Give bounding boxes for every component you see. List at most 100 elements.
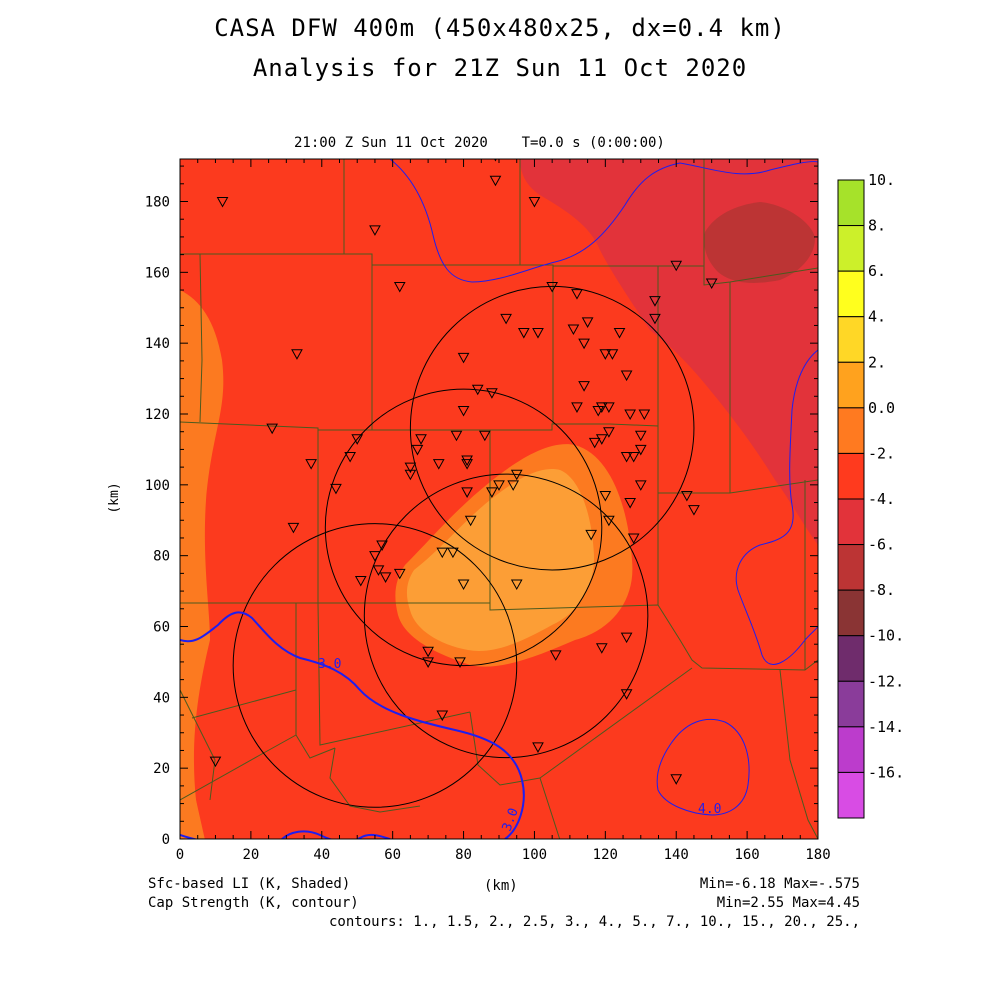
contour-3-north — [389, 159, 818, 283]
x-tick-label: 20 — [242, 847, 259, 863]
radar-ring-3 — [363, 473, 649, 759]
station-marker — [411, 444, 424, 456]
x-tick-label: 180 — [805, 847, 830, 863]
x-tick-label: 60 — [384, 847, 401, 863]
station-marker — [422, 646, 434, 658]
station-marker — [567, 324, 580, 336]
station-marker — [620, 452, 633, 463]
y-tick-label: 40 — [153, 690, 170, 706]
station-marker — [606, 349, 619, 360]
station-marker — [486, 388, 498, 399]
station-marker — [447, 547, 459, 559]
colorbar-label: -16. — [868, 763, 904, 781]
colorbar-swatch — [837, 179, 865, 227]
x-tick-label: 80 — [455, 847, 472, 863]
colorbar-swatch — [837, 361, 865, 409]
x-tick-label: 0 — [176, 847, 184, 863]
station-marker — [216, 197, 229, 208]
station-marker — [638, 409, 651, 421]
station-marker — [351, 434, 364, 445]
colorbar-label: -4. — [868, 490, 895, 508]
title-line-1: CASA DFW 400m (450x480x25, dx=0.4 km) — [214, 14, 786, 42]
colorbar-swatch — [837, 771, 865, 819]
station-marker — [599, 349, 612, 360]
station-marker — [688, 505, 700, 516]
station-marker — [266, 423, 279, 435]
station-marker — [510, 579, 523, 591]
radar-ring-4 — [409, 285, 695, 571]
station-marker — [330, 483, 342, 495]
station-marker — [634, 444, 647, 456]
station-marker — [510, 469, 523, 481]
station-markers — [209, 159, 718, 785]
station-marker — [393, 568, 406, 580]
station-marker — [595, 402, 608, 413]
colorbar-label: -6. — [868, 536, 895, 554]
station-marker — [599, 490, 612, 502]
station-marker — [581, 317, 594, 328]
station-marker — [432, 459, 445, 470]
footer-shaded-label: Sfc-based LI (K, Shaded) — [148, 876, 351, 892]
contour-label-4: 4.0 — [698, 802, 721, 817]
x-tick-label: 160 — [734, 847, 759, 863]
colorbar-swatch — [837, 452, 865, 500]
station-marker — [461, 459, 473, 470]
station-marker — [578, 381, 590, 392]
station-marker — [369, 551, 381, 562]
colorbar-label: -14. — [868, 718, 904, 736]
station-marker — [464, 515, 477, 527]
station-marker — [372, 565, 385, 576]
station-marker — [461, 487, 473, 498]
station-marker — [603, 402, 615, 413]
station-marker — [578, 338, 590, 350]
y-tick-label: 140 — [145, 336, 170, 352]
cap-strength-contours — [180, 159, 818, 839]
colorbar-swatch — [837, 726, 865, 773]
station-marker — [209, 756, 222, 768]
station-marker — [649, 313, 661, 325]
station-marker — [450, 430, 463, 442]
y-tick-label: 160 — [145, 265, 170, 281]
station-marker — [595, 643, 608, 654]
station-marker — [493, 480, 505, 491]
station-marker — [532, 742, 544, 753]
colorbar-swatch — [837, 498, 865, 546]
station-marker — [681, 490, 693, 502]
station-marker — [436, 710, 449, 722]
station-marker — [603, 515, 615, 527]
footer-contour-levels: contours: 1., 1.5, 2., 2.5, 3., 4., 5., … — [328, 914, 860, 930]
station-marker — [517, 328, 530, 339]
station-marker — [532, 328, 544, 339]
station-marker — [486, 487, 498, 498]
colorbar-label: 0.0 — [868, 399, 895, 417]
county-lines — [180, 159, 818, 839]
x-tick-label: 120 — [593, 847, 618, 863]
colorbar-label: -8. — [868, 581, 895, 599]
colorbar-label: -12. — [868, 672, 904, 690]
title-line-2: Analysis for 21Z Sun 11 Oct 2020 — [252, 54, 748, 82]
y-tick-label: 180 — [145, 195, 170, 211]
colorbar-swatch — [837, 225, 865, 272]
li-field-northeast-core — [704, 202, 815, 283]
station-marker — [457, 405, 470, 417]
station-marker — [571, 402, 583, 413]
colorbar-swatch — [837, 316, 865, 363]
radar-rings — [232, 285, 695, 808]
li-field-west-lower — [180, 700, 205, 839]
x-tick-label: 40 — [313, 847, 330, 863]
y-tick-label: 0 — [162, 832, 170, 848]
station-marker — [457, 352, 470, 364]
station-marker — [620, 632, 633, 644]
station-marker — [461, 455, 473, 467]
colorbar-swatch — [837, 589, 865, 637]
colorbar-swatch — [837, 680, 865, 728]
y-tick-label: 80 — [153, 549, 170, 565]
station-marker — [624, 498, 636, 509]
station-marker — [624, 409, 636, 421]
station-marker — [620, 370, 633, 382]
shaded-field — [180, 159, 818, 839]
colorbar-label: 10. — [868, 171, 895, 189]
footer-shaded-minmax: Min=-6.18 Max=-.575 — [699, 876, 860, 892]
y-tick-label: 120 — [145, 407, 170, 423]
station-marker — [705, 278, 718, 289]
